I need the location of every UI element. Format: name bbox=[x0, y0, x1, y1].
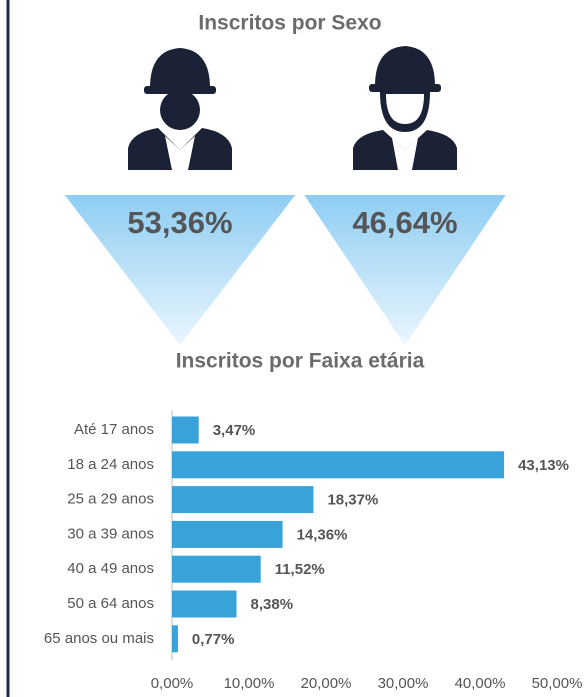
category-label: 30 a 39 anos bbox=[67, 525, 154, 542]
bar bbox=[172, 590, 237, 618]
value-label: 0,77% bbox=[192, 631, 235, 648]
x-tick-label: 40,00% bbox=[455, 675, 506, 692]
x-tick-label: 50,00% bbox=[532, 675, 583, 692]
bar bbox=[172, 555, 261, 583]
value-label: 8,38% bbox=[251, 596, 294, 613]
bar bbox=[172, 625, 178, 653]
triangle bbox=[64, 195, 296, 345]
triangle bbox=[304, 195, 506, 345]
x-tick-label: 30,00% bbox=[378, 675, 429, 692]
x-tick-label: 0,00% bbox=[151, 675, 194, 692]
bar bbox=[172, 451, 505, 479]
category-label: 40 a 49 anos bbox=[67, 560, 154, 577]
x-tick-label: 20,00% bbox=[301, 675, 352, 692]
sex-title: Inscritos por Sexo bbox=[198, 12, 381, 35]
age-title: Inscritos por Faixa etária bbox=[176, 350, 425, 373]
percent-label: 53,36% bbox=[127, 205, 232, 240]
male-icon bbox=[128, 48, 232, 170]
x-tick-label: 10,00% bbox=[224, 675, 275, 692]
value-label: 14,36% bbox=[297, 526, 348, 543]
value-label: 18,37% bbox=[327, 492, 378, 509]
category-label: 50 a 64 anos bbox=[67, 595, 154, 612]
value-label: 11,52% bbox=[275, 561, 325, 578]
value-label: 3,47% bbox=[213, 422, 256, 439]
category-label: 65 anos ou mais bbox=[44, 630, 154, 647]
female-icon bbox=[353, 46, 457, 170]
percent-label: 46,64% bbox=[352, 205, 457, 240]
category-label: 25 a 29 anos bbox=[67, 491, 154, 508]
bar bbox=[172, 486, 314, 514]
bar bbox=[172, 416, 199, 444]
bar bbox=[172, 520, 283, 548]
category-label: 18 a 24 anos bbox=[67, 456, 154, 473]
category-label: Até 17 anos bbox=[74, 421, 154, 438]
value-label: 43,13% bbox=[518, 457, 569, 474]
